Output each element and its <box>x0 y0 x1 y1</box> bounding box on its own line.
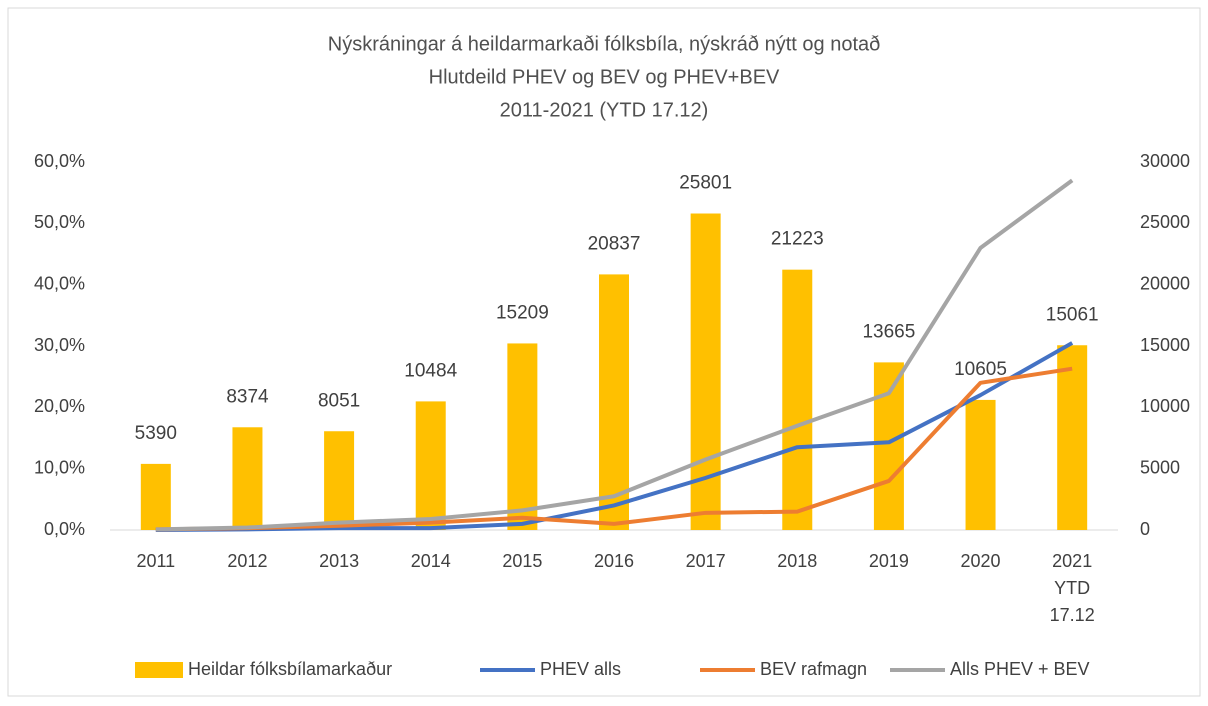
legend-label: PHEV alls <box>540 659 621 679</box>
data-label: 13665 <box>862 321 915 342</box>
y2-tick-label: 10000 <box>1140 396 1190 416</box>
data-label: 10605 <box>954 359 1007 380</box>
data-label: 15209 <box>496 302 549 323</box>
x-tick-label: 2013 <box>319 551 359 571</box>
chart-title: Hlutdeild PHEV og BEV og PHEV+BEV <box>429 66 780 88</box>
legend-label: Alls PHEV + BEV <box>950 659 1090 679</box>
legend-swatch <box>135 662 183 678</box>
y-tick-label: 30,0% <box>34 335 85 355</box>
bar <box>140 463 171 530</box>
y-tick-label: 10,0% <box>34 457 85 477</box>
x-tick-label-line: 17.12 <box>1050 605 1095 625</box>
x-tick-label: 2012 <box>227 551 267 571</box>
bar <box>324 431 355 530</box>
data-label: 20837 <box>588 233 641 254</box>
data-label: 8051 <box>318 390 360 411</box>
y-tick-label: 20,0% <box>34 396 85 416</box>
x-tick-label: 2018 <box>777 551 817 571</box>
chart-title: Nýskráningar á heildarmarkaði fólksbíla,… <box>328 33 881 55</box>
bar <box>507 343 538 530</box>
x-tick-label: 2016 <box>594 551 634 571</box>
bar <box>873 362 904 530</box>
y2-tick-label: 5000 <box>1140 457 1180 477</box>
line <box>155 366 1073 532</box>
y2-tick-label: 25000 <box>1140 212 1190 232</box>
x-tick-label: 2019 <box>869 551 909 571</box>
y-tick-label: 40,0% <box>34 273 85 293</box>
y-tick-label: 50,0% <box>34 212 85 232</box>
x-tick-label: 2014 <box>411 551 451 571</box>
x-tick-label-line: YTD <box>1054 578 1090 598</box>
bar <box>599 274 629 530</box>
legend-label: Heildar fólksbílamarkaður <box>188 659 392 679</box>
data-label: 25801 <box>679 173 732 194</box>
bar <box>232 427 263 530</box>
line <box>155 341 1074 532</box>
x-tick-label: 2021 YTD 17.12 <box>1050 551 1095 625</box>
data-label: 21223 <box>771 229 824 250</box>
bar <box>1057 345 1088 530</box>
bar <box>782 269 813 530</box>
line <box>155 178 1074 532</box>
y2-tick-label: 20000 <box>1140 273 1190 293</box>
y2-tick-label: 30000 <box>1140 151 1190 171</box>
y2-tick-label: 0 <box>1140 519 1150 539</box>
x-tick-label: 2020 <box>961 551 1001 571</box>
y-tick-label: 60,0% <box>34 151 85 171</box>
legend-label: BEV rafmagn <box>760 659 867 679</box>
data-label: 5390 <box>135 423 177 444</box>
x-tick-label: 2015 <box>502 551 542 571</box>
bar <box>965 399 996 530</box>
x-tick-label: 2017 <box>686 551 726 571</box>
data-label: 10484 <box>404 360 457 381</box>
data-label: 15061 <box>1046 304 1099 325</box>
data-label: 8374 <box>226 386 269 407</box>
y2-tick-label: 15000 <box>1140 335 1190 355</box>
chart-title: 2011-2021 (YTD 17.12) <box>500 99 709 121</box>
bar <box>415 401 446 530</box>
y-tick-label: 0,0% <box>44 519 85 539</box>
x-tick-label: 2011 <box>136 551 175 571</box>
x-tick-label-line: 2021 <box>1052 551 1092 571</box>
